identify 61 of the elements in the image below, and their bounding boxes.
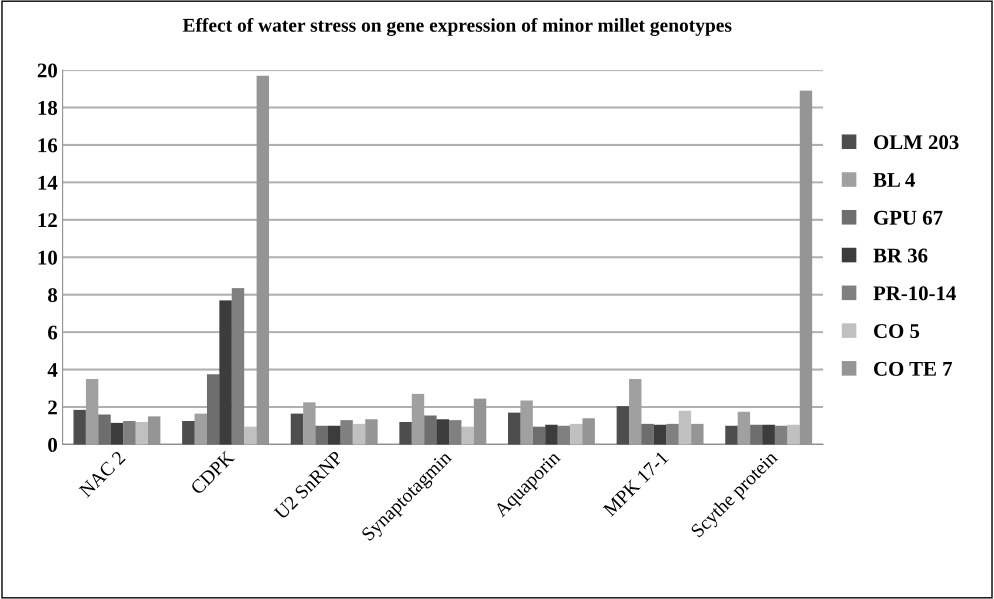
chart-title: Effect of water stress on gene expression of minor millet genotypes — [182, 18, 732, 36]
bar — [219, 300, 232, 444]
bar — [244, 426, 257, 444]
bar — [570, 424, 582, 444]
bar — [545, 424, 558, 444]
bar — [98, 414, 111, 444]
bar — [412, 394, 424, 444]
bar — [316, 426, 328, 444]
legend-label: CO TE 7 — [874, 362, 952, 376]
bar — [678, 410, 692, 444]
bar — [558, 426, 570, 444]
bar — [182, 421, 195, 444]
y-tick-label: 0 — [48, 438, 57, 452]
bar — [666, 424, 679, 444]
bar — [641, 424, 654, 444]
bar — [774, 426, 788, 444]
bar — [508, 412, 520, 444]
y-tick-label: 16 — [38, 138, 58, 152]
bar — [110, 422, 124, 444]
bar — [194, 414, 207, 444]
bar — [352, 424, 366, 444]
legend-label: GPU 67 — [874, 210, 943, 225]
bar — [123, 421, 136, 444]
bar — [532, 426, 546, 444]
bar — [340, 420, 353, 444]
bar — [206, 374, 220, 444]
legend-label: BL 4 — [873, 173, 915, 187]
y-tick-label: 18 — [38, 100, 58, 115]
bar — [328, 426, 340, 444]
bar — [787, 424, 800, 444]
legend-label: BR 36 — [873, 248, 928, 263]
y-tick-label: 8 — [48, 288, 58, 302]
bar — [449, 420, 462, 444]
y-tick-label: 6 — [48, 326, 58, 340]
y-tick-label: 2 — [48, 400, 57, 414]
bar — [616, 406, 630, 444]
y-tick-label: 12 — [38, 213, 57, 228]
bar — [73, 410, 86, 444]
bar — [629, 378, 642, 444]
bar — [654, 424, 666, 444]
bar — [399, 422, 412, 444]
bar — [290, 414, 304, 444]
y-tick-label: 20 — [38, 63, 57, 78]
bar — [461, 426, 474, 444]
bar — [762, 424, 775, 444]
bar — [520, 400, 533, 444]
legend-label: OLM 203 — [874, 135, 959, 150]
bar — [725, 426, 738, 444]
bar — [86, 378, 98, 444]
y-tick-label: 10 — [38, 250, 57, 265]
legend-label: PR-10-14 — [873, 286, 956, 300]
y-tick-label: 4 — [48, 363, 58, 377]
bar — [136, 422, 148, 444]
bar — [436, 419, 450, 444]
bar — [424, 415, 437, 444]
y-tick-label: 14 — [38, 176, 58, 190]
bar — [750, 424, 763, 444]
bar — [303, 402, 316, 444]
bar — [738, 412, 750, 444]
legend-label: CO 5 — [874, 324, 920, 338]
bar — [232, 288, 244, 444]
